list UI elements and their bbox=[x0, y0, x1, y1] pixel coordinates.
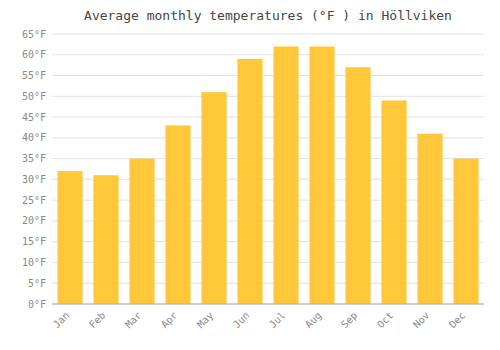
y-tick-label: 40°F bbox=[22, 132, 46, 143]
chart: Average monthly temperatures (°F ) in Hö… bbox=[0, 0, 500, 350]
x-tick-label: Sep bbox=[339, 310, 360, 331]
y-tick-label: 45°F bbox=[22, 112, 46, 123]
bar bbox=[237, 59, 262, 304]
y-tick-label: 35°F bbox=[22, 153, 46, 164]
grid-line bbox=[52, 96, 484, 97]
bar bbox=[309, 46, 334, 304]
x-tick-label: Feb bbox=[87, 310, 108, 331]
bar bbox=[453, 159, 478, 304]
y-tick-label: 50°F bbox=[22, 91, 46, 102]
x-axis-line bbox=[52, 304, 484, 305]
bar bbox=[345, 67, 370, 304]
y-tick-label: 20°F bbox=[22, 215, 46, 226]
grid-line bbox=[52, 304, 484, 305]
x-tick-label: Jul bbox=[267, 310, 288, 331]
y-tick-label: 0°F bbox=[28, 299, 46, 310]
y-tick-label: 60°F bbox=[22, 49, 46, 60]
grid bbox=[52, 34, 484, 304]
x-tick-label: Oct bbox=[375, 310, 396, 331]
bar bbox=[273, 46, 298, 304]
bar bbox=[381, 100, 406, 304]
x-tick-label: Mar bbox=[123, 310, 144, 331]
grid-line bbox=[52, 75, 484, 76]
grid-line bbox=[52, 34, 484, 35]
y-tick-label: 55°F bbox=[22, 70, 46, 81]
bar bbox=[417, 134, 442, 304]
bars bbox=[57, 46, 478, 304]
y-tick-label: 65°F bbox=[22, 29, 46, 40]
title: Average monthly temperatures (°F ) in Hö… bbox=[84, 8, 452, 23]
x-tick-label: May bbox=[195, 310, 216, 331]
y-tick-label: 15°F bbox=[22, 236, 46, 247]
grid-line bbox=[52, 117, 484, 118]
x-tick-label: Nov bbox=[411, 310, 432, 331]
y-tick-label: 10°F bbox=[22, 257, 46, 268]
bar bbox=[165, 125, 190, 304]
y-tick-label: 25°F bbox=[22, 195, 46, 206]
x-tick-label: Jan bbox=[51, 310, 72, 331]
x-tick-label: Dec bbox=[447, 310, 468, 331]
bar bbox=[201, 92, 226, 304]
x-tick-label: Apr bbox=[159, 310, 180, 331]
bar bbox=[57, 171, 82, 304]
y-tick-label: 30°F bbox=[22, 174, 46, 185]
bar bbox=[93, 175, 118, 304]
y-tick-label: 5°F bbox=[28, 278, 46, 289]
bar bbox=[129, 159, 154, 304]
x-tick-label: Jun bbox=[231, 310, 252, 331]
chart-container: Average monthly temperatures (°F ) in Hö… bbox=[0, 0, 500, 350]
grid-line bbox=[52, 54, 484, 55]
x-tick-label: Aug bbox=[303, 310, 324, 331]
